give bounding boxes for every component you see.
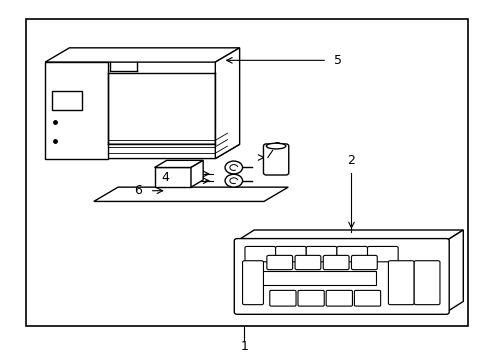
- Text: 6: 6: [134, 184, 142, 197]
- Polygon shape: [154, 160, 203, 167]
- FancyBboxPatch shape: [367, 247, 397, 262]
- FancyBboxPatch shape: [351, 255, 376, 270]
- FancyBboxPatch shape: [269, 291, 295, 306]
- Circle shape: [224, 161, 242, 174]
- Polygon shape: [45, 144, 239, 158]
- Polygon shape: [237, 230, 462, 241]
- Polygon shape: [94, 187, 287, 202]
- Bar: [154, 167, 191, 187]
- FancyBboxPatch shape: [325, 291, 352, 306]
- FancyBboxPatch shape: [266, 255, 292, 270]
- Polygon shape: [446, 230, 462, 312]
- FancyBboxPatch shape: [294, 255, 320, 270]
- FancyBboxPatch shape: [275, 247, 305, 262]
- FancyBboxPatch shape: [297, 291, 324, 306]
- FancyBboxPatch shape: [305, 247, 336, 262]
- FancyBboxPatch shape: [354, 291, 380, 306]
- Bar: [26, 19, 467, 327]
- FancyBboxPatch shape: [242, 261, 263, 305]
- FancyBboxPatch shape: [336, 247, 367, 262]
- FancyBboxPatch shape: [387, 261, 413, 305]
- FancyBboxPatch shape: [263, 144, 288, 175]
- Circle shape: [224, 174, 242, 187]
- Bar: [251, 271, 375, 285]
- Polygon shape: [215, 48, 239, 158]
- Text: 4: 4: [161, 171, 169, 184]
- Text: 3: 3: [272, 141, 280, 154]
- Text: 5: 5: [334, 54, 342, 67]
- FancyBboxPatch shape: [323, 255, 348, 270]
- Bar: [52, 91, 81, 111]
- Polygon shape: [45, 48, 239, 62]
- FancyBboxPatch shape: [234, 239, 448, 314]
- Bar: [45, 62, 108, 158]
- FancyBboxPatch shape: [244, 247, 275, 262]
- Ellipse shape: [266, 143, 285, 149]
- FancyBboxPatch shape: [413, 261, 439, 305]
- Text: 1: 1: [240, 340, 248, 353]
- Text: 2: 2: [347, 154, 355, 167]
- Polygon shape: [191, 160, 203, 187]
